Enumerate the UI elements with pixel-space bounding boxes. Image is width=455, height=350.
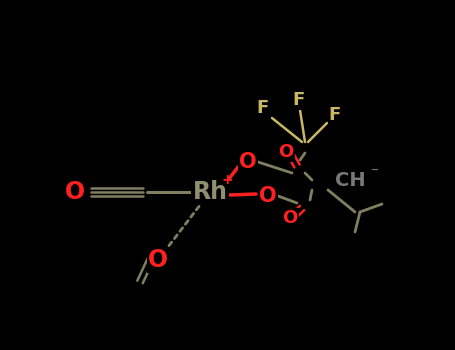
Text: ⁻: ⁻	[371, 166, 379, 181]
Text: O: O	[239, 152, 257, 172]
Text: O: O	[259, 186, 277, 206]
Text: Rh: Rh	[192, 180, 228, 204]
Text: F: F	[329, 106, 341, 124]
Text: O: O	[148, 248, 168, 272]
Text: F: F	[292, 91, 304, 109]
Text: O: O	[278, 143, 293, 161]
Text: O: O	[65, 180, 85, 204]
Text: O: O	[283, 209, 298, 227]
Text: F: F	[256, 99, 268, 117]
Text: +: +	[221, 173, 233, 187]
Text: CH: CH	[335, 170, 365, 189]
